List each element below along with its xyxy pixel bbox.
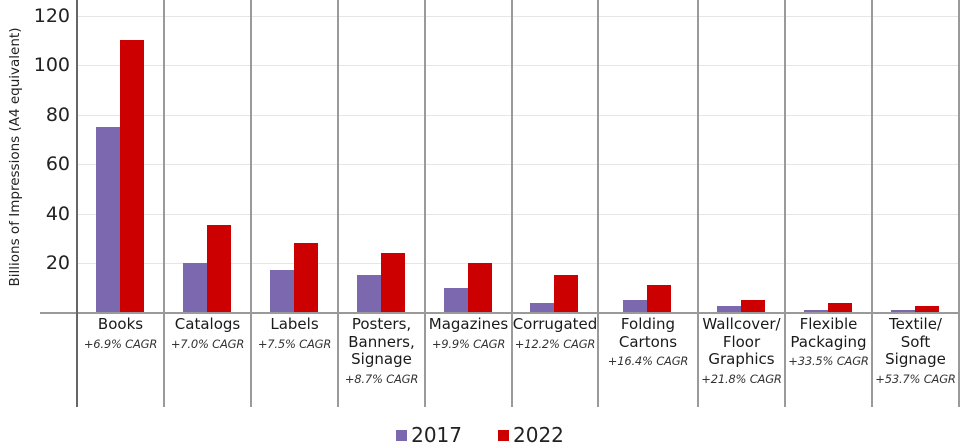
legend-item-2017: 2017 (396, 423, 462, 447)
category-label: Textile/ Soft Signage +53.7% CAGR (872, 315, 959, 386)
bar-2022 (554, 275, 578, 313)
y-tick-label: 80 (45, 103, 70, 126)
y-tick-label: 40 (45, 202, 70, 225)
legend-label: 2017 (411, 423, 462, 447)
category-divider (163, 0, 165, 407)
bar-2017 (623, 300, 647, 313)
cagr-annotation: +21.8% CAGR (701, 371, 782, 386)
category-divider (250, 0, 252, 407)
category-name: Books (97, 315, 144, 333)
y-tick-label: 100 (33, 54, 70, 76)
category-label: Labels +7.5% CAGR (251, 315, 338, 351)
y-axis-line (76, 0, 78, 407)
y-tick-label: 120 (33, 4, 70, 27)
category-label: Corrugated +12.2% CAGR (512, 315, 598, 351)
bar-2017 (269, 270, 294, 313)
category-divider (424, 0, 426, 407)
category-label: Magazines +9.9% CAGR (425, 315, 512, 351)
legend: 2017 2022 (0, 423, 960, 447)
plot-area (95, 40, 939, 313)
y-tick-label: 60 (45, 153, 70, 175)
cagr-annotation: +16.4% CAGR (607, 354, 689, 368)
category-label: Folding Cartons +16.4% CAGR (598, 315, 698, 368)
y-tick-label: 20 (45, 252, 70, 274)
category-name: Labels (270, 315, 319, 333)
category-divider (871, 0, 873, 407)
cagr-annotation: +6.9% CAGR (83, 336, 158, 351)
bar-2022 (740, 300, 765, 313)
category-divider (784, 0, 786, 407)
bar-2017 (716, 306, 741, 313)
cagr-annotation: +7.5% CAGR (257, 336, 332, 351)
cagr-annotation: +33.5% CAGR (788, 354, 869, 368)
bar-2022 (206, 224, 231, 313)
bar-2017 (182, 263, 207, 313)
category-name: Wallcover/ Floor Graphics (702, 315, 781, 368)
legend-item-2022: 2022 (498, 423, 564, 447)
legend-swatch-icon (396, 429, 408, 441)
bar-2017 (803, 309, 828, 313)
cagr-annotation: +12.2% CAGR (514, 336, 596, 351)
category-name: Catalogs (174, 315, 241, 333)
category-name: Flexible Packaging (790, 315, 867, 351)
category-label: Wallcover/ Floor Graphics +21.8% CAGR (698, 315, 785, 386)
bar-2022 (647, 285, 671, 313)
category-label: Books +6.9% CAGR (77, 315, 164, 351)
cagr-annotation: +8.7% CAGR (344, 371, 419, 386)
bar-2017 (95, 126, 120, 313)
category-divider (511, 0, 513, 407)
category-name: Corrugated (512, 315, 598, 333)
bar-2022 (914, 306, 939, 313)
cagr-annotation: +9.9% CAGR (431, 336, 506, 351)
gridline (77, 164, 960, 165)
cagr-annotation: +53.7% CAGR (875, 371, 956, 386)
category-label: Catalogs +7.0% CAGR (164, 315, 251, 351)
category-name: Posters, Banners, Signage (348, 315, 415, 368)
gridline (77, 263, 960, 264)
x-axis-line (40, 312, 960, 314)
bar-2022 (380, 253, 405, 313)
gridline (77, 214, 960, 215)
gridline (77, 65, 960, 66)
category-label: Flexible Packaging +33.5% CAGR (785, 315, 872, 368)
category-divider (958, 0, 960, 407)
category-divider (597, 0, 599, 407)
category-divider (337, 0, 339, 407)
bar-2022 (467, 263, 492, 313)
gridline (77, 115, 960, 116)
cagr-annotation: +7.0% CAGR (170, 336, 245, 351)
category-name: Folding Cartons (618, 315, 678, 351)
category-name: Textile/ Soft Signage (885, 315, 946, 368)
bar-2022 (119, 40, 144, 313)
gridline (77, 16, 960, 17)
bar-2022 (293, 243, 318, 313)
category-name: Magazines (428, 315, 509, 333)
legend-label: 2022 (513, 423, 564, 447)
category-label: Posters, Banners, Signage +8.7% CAGR (338, 315, 425, 386)
bar-2017 (443, 287, 468, 313)
category-divider (697, 0, 699, 407)
bar-2017 (356, 275, 381, 313)
bar-2022 (827, 302, 852, 313)
bar-2017 (890, 309, 915, 313)
bar-2017 (530, 302, 554, 313)
legend-swatch-icon (498, 429, 509, 441)
